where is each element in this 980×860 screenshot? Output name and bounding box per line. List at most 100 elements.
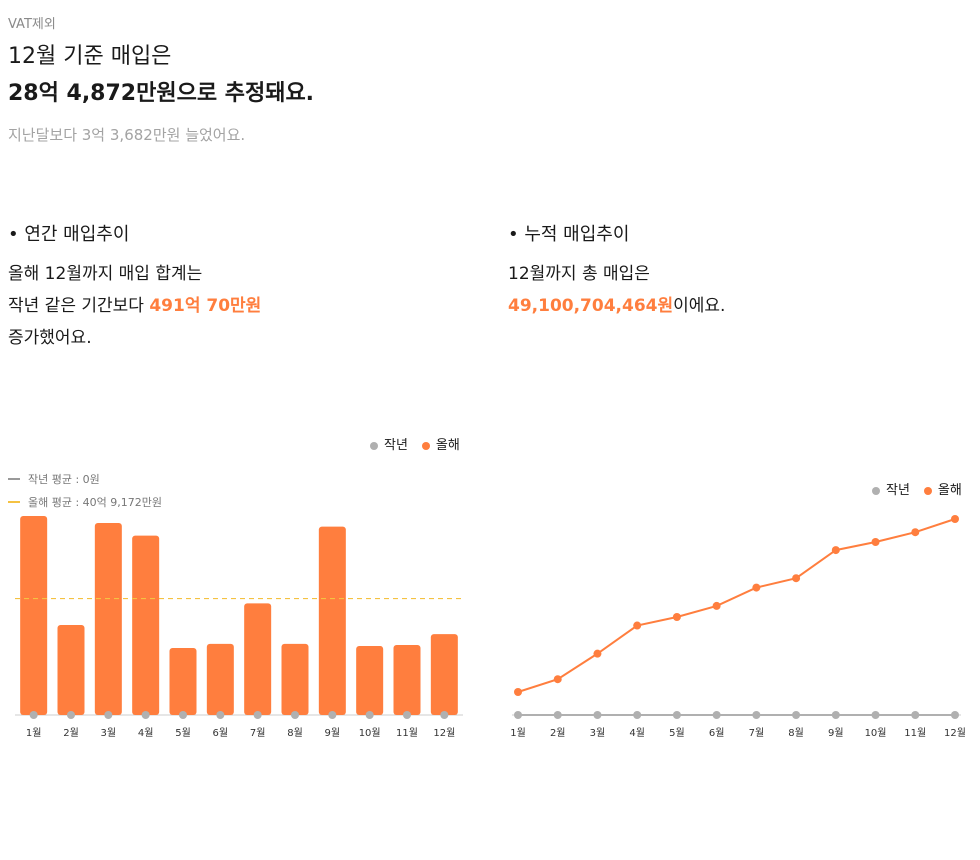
bar-last-year-point-3[interactable] xyxy=(104,711,113,719)
legend2-last-year-dot xyxy=(872,486,880,495)
line-this-year-point-10[interactable] xyxy=(871,538,880,547)
legend2-last-year[interactable]: 작년 xyxy=(872,479,910,498)
cumulative-section-title: • 누적 매입추이 xyxy=(508,224,630,245)
line-series-this-year xyxy=(517,518,956,693)
annual-section-title: • 연간 매입추이 xyxy=(8,224,130,245)
bar-x-tick-2: 2월 xyxy=(63,727,79,739)
bar-last-year-point-7[interactable] xyxy=(253,711,262,719)
bar-last-year-point-8[interactable] xyxy=(291,711,299,719)
line-last-year-point-7[interactable] xyxy=(752,711,761,719)
line-x-tick-7: 7월 xyxy=(749,727,765,739)
line-this-year-point-4[interactable] xyxy=(633,621,642,630)
line-x-tick-4: 4월 xyxy=(629,727,645,739)
bar-this-year-7[interactable] xyxy=(244,603,272,715)
bar-x-tick-7: 7월 xyxy=(250,727,266,739)
bar-last-year-point-4[interactable] xyxy=(141,711,150,719)
line-this-year-point-5[interactable] xyxy=(672,613,681,621)
vat-label: VAT제외 xyxy=(8,17,56,32)
bar-this-year-4[interactable] xyxy=(132,535,160,715)
bar-this-year-11[interactable] xyxy=(393,645,421,715)
headline-line2: 28억 4,872만원으로 추정돼요. xyxy=(8,81,315,106)
line-this-year-point-11[interactable] xyxy=(911,528,920,537)
line-x-tick-11: 11월 xyxy=(904,727,926,739)
avg-legend-last-year: 작년 평균 : 0원 xyxy=(8,471,100,487)
line-x-tick-12: 12월 xyxy=(944,727,966,739)
cumulative-summary: 12월까지 총 매입은 49,100,704,464원이에요. xyxy=(508,258,725,322)
bar-chart-legend: 작년 올해 xyxy=(370,434,460,453)
bar-this-year-3[interactable] xyxy=(94,523,122,715)
line-x-tick-10: 10월 xyxy=(865,727,887,739)
cumulative-text-suffix: 이에요. xyxy=(673,296,726,316)
bar-this-year-9[interactable] xyxy=(318,526,346,715)
bar-last-year-point-12[interactable] xyxy=(440,711,449,719)
bar-this-year-6[interactable] xyxy=(206,643,234,715)
bar-last-year-point-2[interactable] xyxy=(67,711,75,719)
line-this-year-point-12[interactable] xyxy=(951,515,959,523)
line-last-year-point-11[interactable] xyxy=(911,711,920,719)
legend-last-year[interactable]: 작년 xyxy=(370,434,408,453)
bar-x-tick-12: 12월 xyxy=(433,727,455,739)
bar-this-year-1[interactable] xyxy=(20,516,48,715)
bar-x-tick-5: 5월 xyxy=(175,727,191,739)
line-this-year-point-7[interactable] xyxy=(752,583,761,592)
line-this-year-point-9[interactable] xyxy=(831,546,840,555)
line-last-year-point-6[interactable] xyxy=(712,711,721,719)
bar-last-year-point-6[interactable] xyxy=(216,711,225,719)
bar-this-year-5[interactable] xyxy=(169,647,197,715)
annual-summary: 올해 12월까지 매입 합계는 작년 같은 기간보다 491억 70만원 증가했… xyxy=(8,258,261,354)
legend2-this-year[interactable]: 올해 xyxy=(923,479,962,498)
bar-this-year-2[interactable] xyxy=(57,624,85,715)
line-x-tick-6: 6월 xyxy=(709,727,725,739)
line-x-tick-5: 5월 xyxy=(669,727,685,739)
bar-x-tick-4: 4월 xyxy=(138,727,154,739)
bar-x-tick-9: 9월 xyxy=(325,727,341,739)
legend-this-year-dot xyxy=(421,441,430,450)
bar-x-tick-3: 3월 xyxy=(101,727,117,739)
annual-text-prefix: 작년 같은 기간보다 xyxy=(8,296,150,316)
cumulative-total-amount: 49,100,704,464원 xyxy=(508,296,674,316)
legend-last-year-dot xyxy=(370,441,378,450)
bar-x-tick-10: 10월 xyxy=(359,727,381,739)
avg-last-year-swatch xyxy=(8,478,20,480)
avg-legend-this-year: 올해 평균 : 40억 9,172만원 xyxy=(8,494,162,510)
annual-text-line1: 올해 12월까지 매입 합계는 xyxy=(8,264,203,284)
line-x-tick-8: 8월 xyxy=(788,727,804,739)
line-last-year-point-5[interactable] xyxy=(672,711,681,719)
bar-x-tick-8: 8월 xyxy=(287,727,303,739)
line-this-year-point-6[interactable] xyxy=(712,601,721,610)
legend-this-year[interactable]: 올해 xyxy=(421,434,460,453)
line-x-tick-2: 2월 xyxy=(550,727,566,739)
line-this-year-point-8[interactable] xyxy=(792,574,801,583)
annual-increase-amount: 491억 70만원 xyxy=(149,296,262,316)
subline: 지난달보다 3억 3,682만원 늘었어요. xyxy=(8,126,246,144)
line-this-year-point-1[interactable] xyxy=(514,687,522,696)
cumulative-text-line2: 49,100,704,464원이에요. xyxy=(508,290,725,322)
line-last-year-point-1[interactable] xyxy=(514,711,522,719)
bar-this-year-12[interactable] xyxy=(430,634,458,715)
line-this-year-point-2[interactable] xyxy=(553,675,562,684)
line-last-year-point-4[interactable] xyxy=(633,711,642,719)
bar-last-year-point-10[interactable] xyxy=(365,711,374,719)
line-this-year-point-3[interactable] xyxy=(593,649,602,658)
bar-this-year-10[interactable] xyxy=(356,646,384,715)
legend2-this-year-dot xyxy=(923,486,932,495)
line-last-year-point-3[interactable] xyxy=(593,711,602,719)
bar-x-tick-1: 1월 xyxy=(26,727,42,739)
bar-last-year-point-1[interactable] xyxy=(29,711,38,719)
bar-last-year-point-11[interactable] xyxy=(403,711,411,719)
line-last-year-point-2[interactable] xyxy=(553,711,562,719)
avg-this-year-swatch xyxy=(8,501,20,503)
headline-line1: 12월 기준 매입은 xyxy=(8,44,172,69)
line-last-year-point-10[interactable] xyxy=(871,711,880,719)
line-last-year-point-8[interactable] xyxy=(792,711,801,719)
line-last-year-point-12[interactable] xyxy=(951,711,959,719)
annual-text-line2: 작년 같은 기간보다 491억 70만원 xyxy=(8,290,261,322)
line-chart-legend: 작년 올해 xyxy=(872,479,962,498)
bar-this-year-8[interactable] xyxy=(281,643,309,715)
cumulative-text-line1: 12월까지 총 매입은 xyxy=(508,264,650,284)
line-last-year-point-9[interactable] xyxy=(831,711,840,719)
bar-last-year-point-9[interactable] xyxy=(328,711,337,719)
bar-last-year-point-5[interactable] xyxy=(179,711,187,719)
annual-text-line3: 증가했어요. xyxy=(8,328,92,348)
